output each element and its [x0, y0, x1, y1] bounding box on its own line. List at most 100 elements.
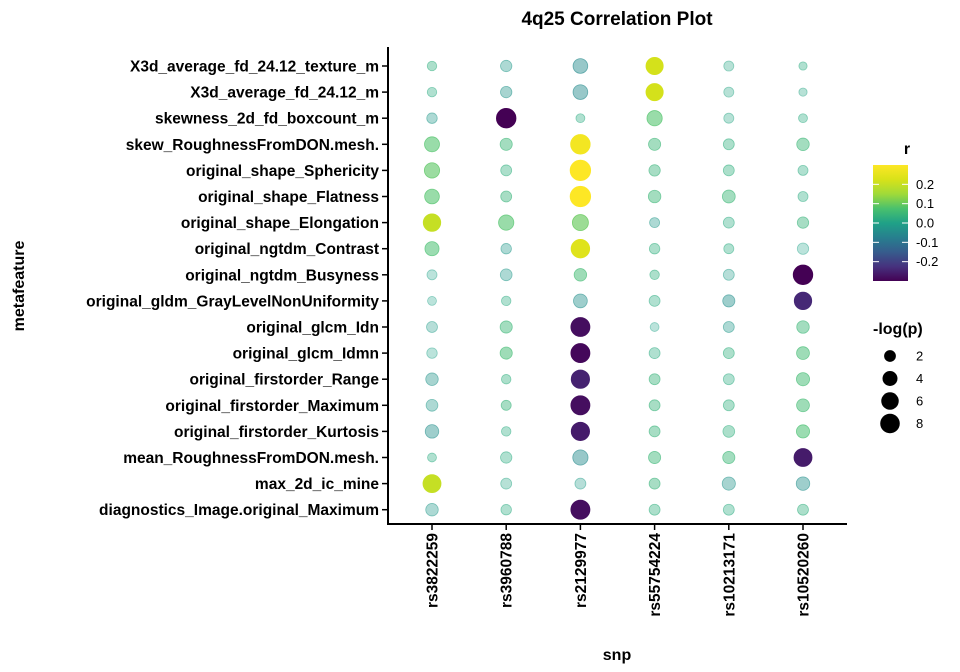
- data-point: [722, 373, 735, 386]
- data-point: [796, 372, 811, 387]
- data-point: [426, 60, 438, 72]
- colorbar-tick-label: -0.2: [916, 254, 938, 269]
- data-point: [795, 476, 811, 491]
- x-tick-label: rs3822259: [425, 533, 442, 608]
- data-point: [796, 398, 810, 413]
- data-point: [572, 58, 589, 74]
- data-point: [792, 264, 814, 285]
- data-point: [501, 374, 512, 385]
- y-tick-label: skewness_2d_fd_boxcount_m: [155, 111, 379, 128]
- colorbar-tick-label: 0.1: [916, 196, 934, 211]
- data-point: [500, 164, 513, 177]
- data-point: [796, 346, 810, 360]
- data-point: [569, 159, 592, 182]
- data-point: [499, 320, 513, 334]
- data-point: [500, 477, 513, 490]
- data-point: [426, 321, 438, 333]
- data-point: [572, 449, 589, 466]
- data-point: [427, 452, 437, 463]
- data-point: [426, 86, 438, 98]
- data-point: [425, 503, 439, 517]
- chart-title: 4q25 Correlation Plot: [521, 9, 713, 30]
- colorbar-tick-label: 0.0: [916, 216, 934, 231]
- data-point: [424, 136, 440, 153]
- colorbar-tick-label: -0.1: [916, 235, 938, 250]
- data-point: [721, 189, 736, 204]
- data-point: [796, 216, 810, 229]
- y-tick-label: original_shape_Flatness: [198, 189, 379, 206]
- y-axis-label: metafeature: [11, 241, 28, 332]
- x-axis-label: snp: [603, 647, 632, 664]
- y-tick-label: original_ngtdm_Contrast: [195, 241, 379, 258]
- data-point: [796, 137, 810, 151]
- data-point: [722, 347, 735, 359]
- data-point: [570, 395, 591, 416]
- y-tick-label: original_gldm_GrayLevelNonUniformity: [86, 293, 379, 310]
- data-point: [646, 110, 663, 127]
- points-layer: [422, 56, 814, 520]
- y-tick-label: original_shape_Elongation: [181, 215, 379, 232]
- data-point: [797, 191, 809, 202]
- size-legend-title: -log(p): [873, 321, 923, 338]
- data-point: [499, 137, 513, 151]
- data-point: [648, 477, 661, 490]
- data-point: [648, 295, 661, 307]
- data-point: [645, 83, 664, 102]
- data-point: [425, 372, 439, 386]
- data-point: [648, 425, 661, 438]
- y-tick-label: diagnostics_Image.original_Maximum: [99, 502, 379, 519]
- colorbar-ticks: 0.2 0.1 0.0 -0.1 -0.2: [873, 177, 938, 269]
- data-point: [648, 399, 661, 412]
- data-point: [501, 426, 512, 437]
- data-point: [422, 474, 442, 494]
- color-legend: r 0.2 0.1 0.0 -0.1 -0.2: [873, 141, 938, 281]
- data-point: [722, 425, 736, 438]
- data-point: [570, 343, 591, 364]
- data-point: [499, 346, 513, 360]
- data-point: [797, 503, 809, 516]
- colorbar-tick-label: 0.2: [916, 177, 934, 192]
- y-tick-label: skew_RoughnessFromDON.mesh.: [126, 137, 379, 154]
- axes: [387, 47, 847, 525]
- data-point: [500, 86, 513, 99]
- data-point: [723, 243, 735, 255]
- data-point: [500, 451, 513, 464]
- data-point: [569, 185, 592, 208]
- y-tick-label: X3d_average_fd_24.12_m: [190, 85, 379, 102]
- y-tick-label: original_ngtdm_Busyness: [185, 267, 379, 284]
- data-point: [648, 503, 661, 516]
- size-legend-label: 2: [916, 349, 923, 364]
- data-point: [573, 293, 588, 309]
- size-legend-label: 8: [916, 416, 923, 431]
- y-tick-label: X3d_average_fd_24.12_texture_m: [130, 59, 379, 76]
- size-legend-dot: [884, 350, 896, 362]
- data-point: [798, 61, 808, 71]
- y-tick-label: mean_RoughnessFromDON.mesh.: [123, 450, 379, 467]
- data-point: [570, 421, 590, 441]
- data-point: [723, 86, 735, 98]
- y-tick-label: original_firstorder_Kurtosis: [174, 424, 379, 441]
- data-point: [572, 84, 589, 100]
- data-point: [425, 399, 439, 412]
- size-legend-label: 4: [916, 371, 923, 386]
- data-point: [500, 190, 513, 203]
- data-point: [575, 113, 586, 124]
- data-point: [722, 216, 735, 229]
- data-point: [500, 504, 512, 516]
- data-point: [424, 241, 440, 257]
- data-point: [722, 451, 736, 464]
- data-point: [723, 112, 735, 124]
- data-point: [722, 399, 735, 412]
- data-point: [500, 399, 512, 411]
- y-tick-label: max_2d_ic_mine: [255, 476, 379, 493]
- data-point: [796, 424, 811, 439]
- data-point: [574, 477, 587, 490]
- data-point: [721, 476, 736, 491]
- data-point: [426, 269, 438, 281]
- data-point: [648, 243, 661, 255]
- data-point: [570, 499, 591, 520]
- data-point: [649, 269, 660, 280]
- data-point: [573, 268, 588, 282]
- data-point: [423, 162, 441, 179]
- data-point: [645, 56, 664, 76]
